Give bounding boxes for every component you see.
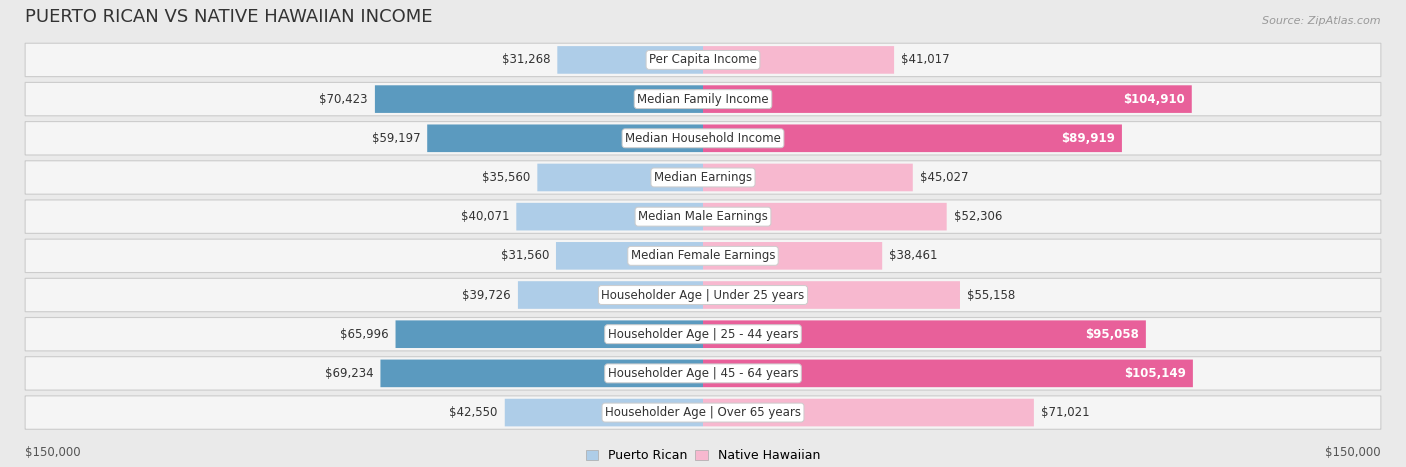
FancyBboxPatch shape — [381, 360, 703, 387]
FancyBboxPatch shape — [555, 242, 703, 269]
FancyBboxPatch shape — [703, 163, 912, 191]
FancyBboxPatch shape — [703, 360, 1192, 387]
FancyBboxPatch shape — [703, 46, 894, 74]
Text: $38,461: $38,461 — [889, 249, 938, 262]
FancyBboxPatch shape — [25, 82, 1381, 116]
FancyBboxPatch shape — [375, 85, 703, 113]
Text: Median Male Earnings: Median Male Earnings — [638, 210, 768, 223]
Text: Per Capita Income: Per Capita Income — [650, 53, 756, 66]
FancyBboxPatch shape — [395, 320, 703, 348]
FancyBboxPatch shape — [25, 43, 1381, 77]
Text: $55,158: $55,158 — [967, 289, 1015, 302]
Text: $89,919: $89,919 — [1062, 132, 1115, 145]
Text: Householder Age | 45 - 64 years: Householder Age | 45 - 64 years — [607, 367, 799, 380]
FancyBboxPatch shape — [25, 278, 1381, 311]
Text: Median Household Income: Median Household Income — [626, 132, 780, 145]
Text: $65,996: $65,996 — [340, 328, 388, 341]
Text: $45,027: $45,027 — [920, 171, 969, 184]
Text: Median Female Earnings: Median Female Earnings — [631, 249, 775, 262]
FancyBboxPatch shape — [516, 203, 703, 230]
Text: Householder Age | Under 25 years: Householder Age | Under 25 years — [602, 289, 804, 302]
Text: $71,021: $71,021 — [1040, 406, 1090, 419]
FancyBboxPatch shape — [703, 281, 960, 309]
FancyBboxPatch shape — [427, 125, 703, 152]
Text: $41,017: $41,017 — [901, 53, 949, 66]
Text: $52,306: $52,306 — [953, 210, 1002, 223]
FancyBboxPatch shape — [25, 396, 1381, 429]
FancyBboxPatch shape — [25, 239, 1381, 273]
Text: $35,560: $35,560 — [482, 171, 530, 184]
FancyBboxPatch shape — [517, 281, 703, 309]
FancyBboxPatch shape — [557, 46, 703, 74]
Text: $31,560: $31,560 — [501, 249, 548, 262]
FancyBboxPatch shape — [537, 163, 703, 191]
Text: $31,268: $31,268 — [502, 53, 550, 66]
Text: $95,058: $95,058 — [1085, 328, 1139, 341]
Text: $70,423: $70,423 — [319, 92, 368, 106]
Text: $104,910: $104,910 — [1123, 92, 1185, 106]
FancyBboxPatch shape — [703, 399, 1033, 426]
FancyBboxPatch shape — [703, 125, 1122, 152]
FancyBboxPatch shape — [25, 318, 1381, 351]
Text: $150,000: $150,000 — [25, 446, 80, 459]
FancyBboxPatch shape — [25, 200, 1381, 234]
Text: $150,000: $150,000 — [1326, 446, 1381, 459]
Text: $42,550: $42,550 — [450, 406, 498, 419]
Text: PUERTO RICAN VS NATIVE HAWAIIAN INCOME: PUERTO RICAN VS NATIVE HAWAIIAN INCOME — [25, 8, 433, 26]
FancyBboxPatch shape — [25, 161, 1381, 194]
FancyBboxPatch shape — [25, 121, 1381, 155]
FancyBboxPatch shape — [703, 320, 1146, 348]
Text: $105,149: $105,149 — [1123, 367, 1185, 380]
Text: $59,197: $59,197 — [371, 132, 420, 145]
FancyBboxPatch shape — [703, 85, 1192, 113]
FancyBboxPatch shape — [703, 203, 946, 230]
FancyBboxPatch shape — [703, 242, 882, 269]
Text: Median Family Income: Median Family Income — [637, 92, 769, 106]
Text: Source: ZipAtlas.com: Source: ZipAtlas.com — [1263, 16, 1381, 26]
FancyBboxPatch shape — [505, 399, 703, 426]
FancyBboxPatch shape — [25, 357, 1381, 390]
Text: Householder Age | 25 - 44 years: Householder Age | 25 - 44 years — [607, 328, 799, 341]
Text: $39,726: $39,726 — [463, 289, 510, 302]
Text: $40,071: $40,071 — [461, 210, 509, 223]
Text: Median Earnings: Median Earnings — [654, 171, 752, 184]
Legend: Puerto Rican, Native Hawaiian: Puerto Rican, Native Hawaiian — [581, 444, 825, 467]
Text: Householder Age | Over 65 years: Householder Age | Over 65 years — [605, 406, 801, 419]
Text: $69,234: $69,234 — [325, 367, 374, 380]
